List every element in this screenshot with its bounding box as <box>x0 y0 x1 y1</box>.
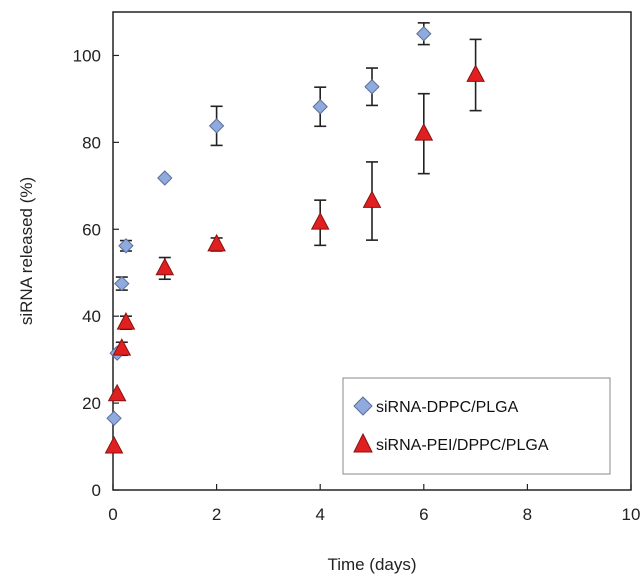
legend-box <box>342 377 611 475</box>
legend-label-pei: siRNA-PEI/DPPC/PLGA <box>376 437 549 454</box>
legend: siRNA-DPPC/PLGA siRNA-PEI/DPPC/PLGA <box>342 377 611 475</box>
triangle-marker <box>155 257 175 276</box>
triangle-marker <box>112 338 132 356</box>
plot-frame <box>112 11 632 491</box>
legend-marker-pei <box>353 432 373 453</box>
diamond-marker <box>364 79 380 95</box>
x-axis-title: Time (days) <box>327 555 416 574</box>
x-tick-label: 8 <box>523 505 532 524</box>
legend-marker-dppc <box>353 396 373 416</box>
y-tick-label: 20 <box>82 394 101 413</box>
triangle-marker <box>466 64 485 82</box>
y-tick-label: 60 <box>82 220 101 239</box>
x-tick-label: 6 <box>419 505 428 524</box>
triangle-marker <box>116 312 136 330</box>
x-tick-label: 0 <box>108 505 117 524</box>
diamond-marker <box>114 275 130 292</box>
x-tick-label: 4 <box>315 505 324 524</box>
triangle-marker <box>362 190 382 208</box>
triangle-marker <box>414 123 434 141</box>
x-tick-label: 10 <box>622 505 641 524</box>
triangle-marker <box>310 212 330 230</box>
diamond-marker <box>118 238 134 254</box>
data-markers <box>104 26 485 454</box>
y-tick-label: 40 <box>82 307 101 326</box>
triangle-marker <box>107 383 127 402</box>
diamond-marker <box>416 26 432 42</box>
diamond-marker <box>106 410 122 427</box>
triangle-marker <box>207 233 226 252</box>
y-tick-label: 100 <box>73 46 101 65</box>
x-tick-label: 2 <box>212 505 221 524</box>
y-tick-label: 80 <box>82 133 101 152</box>
triangle-marker <box>104 435 124 454</box>
y-tick-label: 0 <box>92 481 101 500</box>
diamond-marker <box>208 118 225 134</box>
diamond-marker <box>157 170 173 186</box>
diamond-marker <box>312 99 328 115</box>
error-bars <box>115 22 482 357</box>
legend-label-dppc: siRNA-DPPC/PLGA <box>376 399 519 416</box>
y-axis-title: siRNA released (%) <box>17 177 36 325</box>
